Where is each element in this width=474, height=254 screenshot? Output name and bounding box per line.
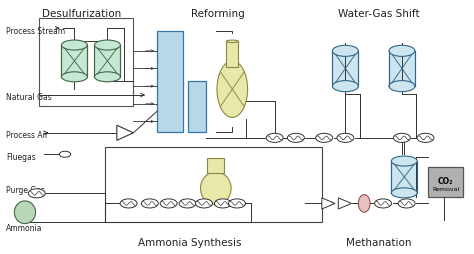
Ellipse shape	[389, 81, 415, 92]
Bar	[332, 52, 358, 87]
Text: Process Stream: Process Stream	[6, 27, 65, 36]
Bar	[227, 42, 238, 67]
Circle shape	[398, 199, 415, 208]
Ellipse shape	[94, 73, 120, 83]
Ellipse shape	[94, 41, 120, 51]
Circle shape	[179, 199, 196, 208]
Ellipse shape	[392, 188, 417, 198]
Circle shape	[28, 189, 45, 198]
Ellipse shape	[217, 62, 247, 118]
Bar	[428, 167, 463, 197]
Circle shape	[160, 199, 177, 208]
Bar	[105, 147, 322, 223]
Polygon shape	[338, 198, 352, 209]
Ellipse shape	[62, 73, 87, 83]
Bar	[157, 31, 183, 132]
Ellipse shape	[358, 195, 370, 212]
Circle shape	[287, 134, 304, 143]
Ellipse shape	[389, 46, 415, 57]
Polygon shape	[322, 198, 335, 209]
Ellipse shape	[227, 41, 238, 43]
Text: Ammonia Synthesis: Ammonia Synthesis	[138, 237, 242, 247]
Circle shape	[316, 134, 333, 143]
Ellipse shape	[392, 156, 417, 166]
Bar	[389, 52, 415, 87]
Text: Process Air: Process Air	[6, 130, 48, 139]
Circle shape	[337, 134, 354, 143]
Text: Fluegas: Fluegas	[6, 153, 36, 162]
Text: Purge Gas: Purge Gas	[6, 185, 45, 194]
Circle shape	[59, 152, 71, 158]
Ellipse shape	[62, 41, 87, 51]
Polygon shape	[117, 126, 133, 141]
Ellipse shape	[14, 201, 36, 224]
Text: Desulfurization: Desulfurization	[42, 9, 121, 19]
Text: Reforming: Reforming	[191, 9, 245, 19]
Circle shape	[374, 199, 392, 208]
Ellipse shape	[201, 172, 231, 205]
Circle shape	[393, 134, 410, 143]
Text: Removal: Removal	[432, 186, 459, 191]
Text: Ammonia: Ammonia	[6, 223, 43, 232]
Circle shape	[196, 199, 212, 208]
Bar	[62, 46, 87, 77]
Circle shape	[417, 134, 434, 143]
Bar	[207, 158, 224, 173]
Bar	[94, 46, 120, 77]
Text: CO₂: CO₂	[438, 177, 453, 185]
Ellipse shape	[332, 46, 358, 57]
Text: Methanation: Methanation	[346, 237, 411, 247]
Circle shape	[120, 199, 137, 208]
Ellipse shape	[332, 81, 358, 92]
Bar	[392, 162, 417, 193]
Circle shape	[141, 199, 158, 208]
Bar	[39, 19, 133, 107]
Circle shape	[266, 134, 283, 143]
Circle shape	[228, 199, 246, 208]
Text: Natural Gas: Natural Gas	[6, 92, 52, 101]
Circle shape	[214, 199, 231, 208]
Text: Water-Gas Shift: Water-Gas Shift	[337, 9, 419, 19]
Bar	[188, 82, 206, 132]
